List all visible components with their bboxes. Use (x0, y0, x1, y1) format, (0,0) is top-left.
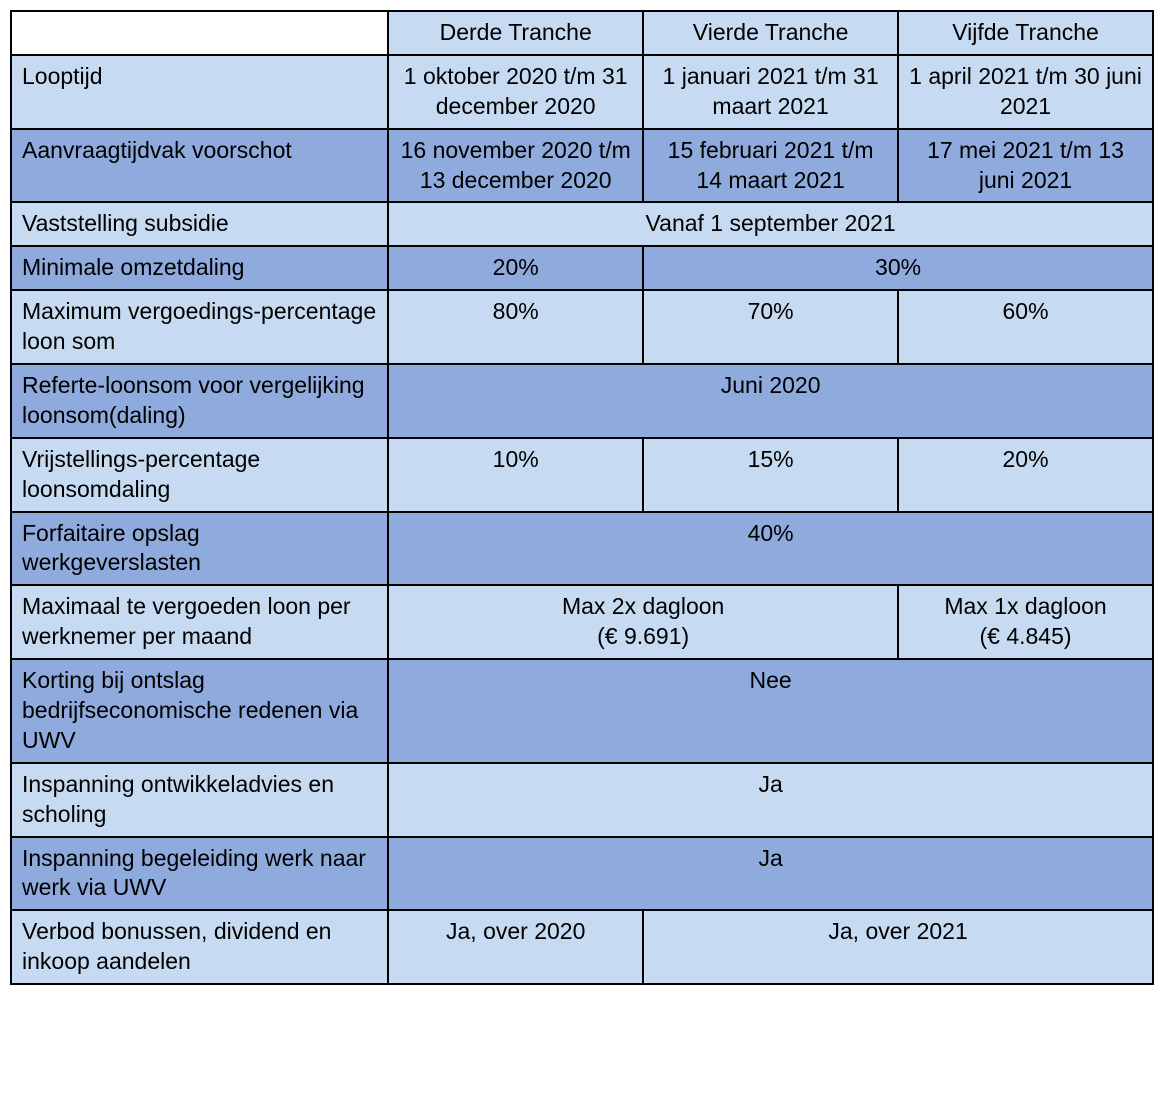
cell: 10% (388, 438, 643, 512)
table-row: Maximum vergoedings-percentage loon som … (11, 290, 1153, 364)
table-row: Vaststelling subsidie Vanaf 1 september … (11, 202, 1153, 246)
header-vijfde: Vijfde Tranche (898, 11, 1153, 55)
row-label: Verbod bonussen, dividend en inkoop aand… (11, 910, 388, 984)
table-row: Inspanning begeleiding werk naar werk vi… (11, 837, 1153, 911)
row-label: Inspanning ontwikkeladvies en scholing (11, 763, 388, 837)
cell: Ja (388, 763, 1153, 837)
cell: 60% (898, 290, 1153, 364)
row-label: Forfaitaire opslag werkgeverslasten (11, 512, 388, 586)
table-row: Referte-loonsom voor vergelijking loonso… (11, 364, 1153, 438)
cell: Vanaf 1 september 2021 (388, 202, 1153, 246)
cell: 1 januari 2021 t/m 31 maart 2021 (643, 55, 898, 129)
cell: 80% (388, 290, 643, 364)
cell: 17 mei 2021 t/m 13 juni 2021 (898, 129, 1153, 203)
cell: Ja, over 2020 (388, 910, 643, 984)
cell: 30% (643, 246, 1153, 290)
header-vierde: Vierde Tranche (643, 11, 898, 55)
cell: Juni 2020 (388, 364, 1153, 438)
tranche-table: Derde Tranche Vierde Tranche Vijfde Tran… (10, 10, 1154, 985)
table-row: Aanvraagtijdvak voorschot 16 november 20… (11, 129, 1153, 203)
row-label: Inspanning begeleiding werk naar werk vi… (11, 837, 388, 911)
row-label: Aanvraagtijdvak voorschot (11, 129, 388, 203)
table-row: Minimale omzetdaling 20% 30% (11, 246, 1153, 290)
cell: Nee (388, 659, 1153, 763)
header-derde: Derde Tranche (388, 11, 643, 55)
row-label: Looptijd (11, 55, 388, 129)
row-label: Vaststelling subsidie (11, 202, 388, 246)
table-row: Korting bij ontslag bedrijfseconomische … (11, 659, 1153, 763)
row-label: Referte-loonsom voor vergelijking loonso… (11, 364, 388, 438)
cell: 1 april 2021 t/m 30 juni 2021 (898, 55, 1153, 129)
table-container: Derde Tranche Vierde Tranche Vijfde Tran… (10, 10, 1154, 985)
row-label: Korting bij ontslag bedrijfseconomische … (11, 659, 388, 763)
row-label: Maximaal te vergoeden loon per werknemer… (11, 585, 388, 659)
table-row: Vrijstellings-percentage loonsomdaling 1… (11, 438, 1153, 512)
cell: Max 1x dagloon (€ 4.845) (898, 585, 1153, 659)
blank-cell (11, 11, 388, 55)
cell: 40% (388, 512, 1153, 586)
table-row: Forfaitaire opslag werkgeverslasten 40% (11, 512, 1153, 586)
cell: Ja, over 2021 (643, 910, 1153, 984)
table-row: Verbod bonussen, dividend en inkoop aand… (11, 910, 1153, 984)
table-row: Maximaal te vergoeden loon per werknemer… (11, 585, 1153, 659)
cell: 20% (388, 246, 643, 290)
cell: 16 november 2020 t/m 13 december 2020 (388, 129, 643, 203)
cell: 15% (643, 438, 898, 512)
cell: Ja (388, 837, 1153, 911)
table-row-header: Derde Tranche Vierde Tranche Vijfde Tran… (11, 11, 1153, 55)
table-row: Inspanning ontwikkeladvies en scholing J… (11, 763, 1153, 837)
cell: 20% (898, 438, 1153, 512)
row-label: Maximum vergoedings-percentage loon som (11, 290, 388, 364)
row-label: Minimale omzetdaling (11, 246, 388, 290)
cell: 70% (643, 290, 898, 364)
table-row: Looptijd 1 oktober 2020 t/m 31 december … (11, 55, 1153, 129)
cell: 15 februari 2021 t/m 14 maart 2021 (643, 129, 898, 203)
cell: 1 oktober 2020 t/m 31 december 2020 (388, 55, 643, 129)
cell: Max 2x dagloon(€ 9.691) (388, 585, 898, 659)
row-label: Vrijstellings-percentage loonsomdaling (11, 438, 388, 512)
